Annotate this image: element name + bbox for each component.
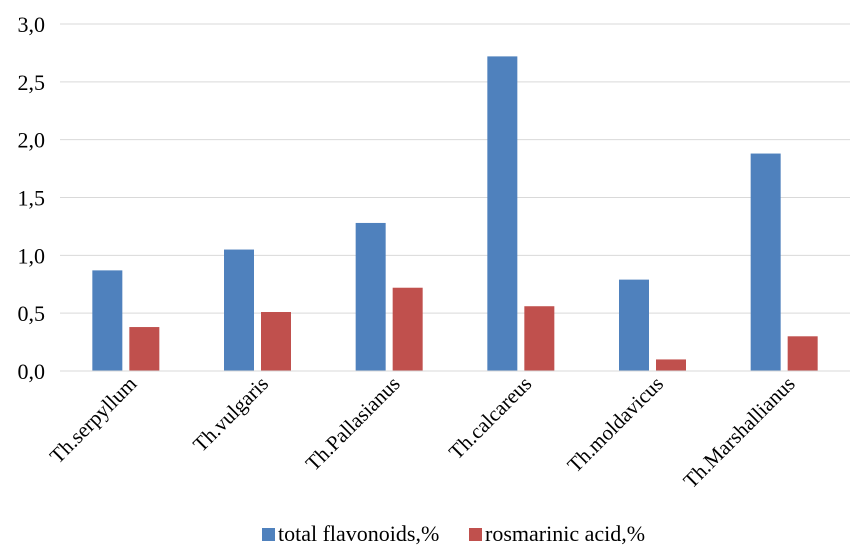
- y-tick-label: 0,0: [18, 359, 46, 384]
- bar-total-flavonoids: [750, 153, 781, 371]
- x-category-label: Th.serpyllum: [45, 372, 142, 469]
- bar-total-flavonoids: [487, 56, 518, 372]
- bar-rosmarinic-acid: [787, 336, 818, 371]
- x-category-label: Th.moldavicus: [562, 372, 668, 478]
- y-axis-tick-labels: 0,0 0,5 1,0 1,5 2,0 2,5 3,0: [18, 12, 46, 384]
- legend-swatch: [262, 528, 275, 541]
- bar-total-flavonoids: [92, 270, 123, 371]
- legend-label: total flavonoids,%: [278, 521, 439, 546]
- legend-label: rosmarinic acid,%: [485, 521, 645, 546]
- bar-rosmarinic-acid: [261, 312, 291, 371]
- gridlines: [60, 23, 850, 314]
- bar-rosmarinic-acid: [392, 287, 423, 371]
- bar-total-flavonoids: [619, 279, 649, 371]
- legend: total flavonoids,% rosmarinic acid,%: [262, 521, 645, 546]
- y-tick-label: 1,5: [18, 186, 46, 211]
- bar-rosmarinic-acid: [129, 327, 160, 371]
- bar-rosmarinic-acid: [656, 359, 686, 371]
- y-tick-label: 0,5: [18, 301, 46, 326]
- bar-total-flavonoids: [224, 249, 254, 371]
- x-axis-category-labels: Th.serpyllum Th.vulgaris Th.Pallasianus Th.…: [45, 372, 800, 493]
- y-tick-label: 1,0: [18, 243, 46, 268]
- x-category-label: Th.calcareus: [444, 372, 536, 464]
- bars: [92, 56, 818, 372]
- bar-rosmarinic-acid: [524, 306, 555, 371]
- bar-total-flavonoids: [355, 222, 386, 371]
- legend-swatch: [469, 528, 482, 541]
- x-category-label: Th.vulgaris: [188, 372, 273, 457]
- y-tick-label: 3,0: [18, 12, 46, 37]
- x-category-label: Th.Pallasianus: [301, 372, 405, 476]
- x-category-label: Th.Marshallianus: [678, 372, 799, 493]
- y-tick-label: 2,5: [18, 70, 46, 95]
- y-tick-label: 2,0: [18, 128, 46, 153]
